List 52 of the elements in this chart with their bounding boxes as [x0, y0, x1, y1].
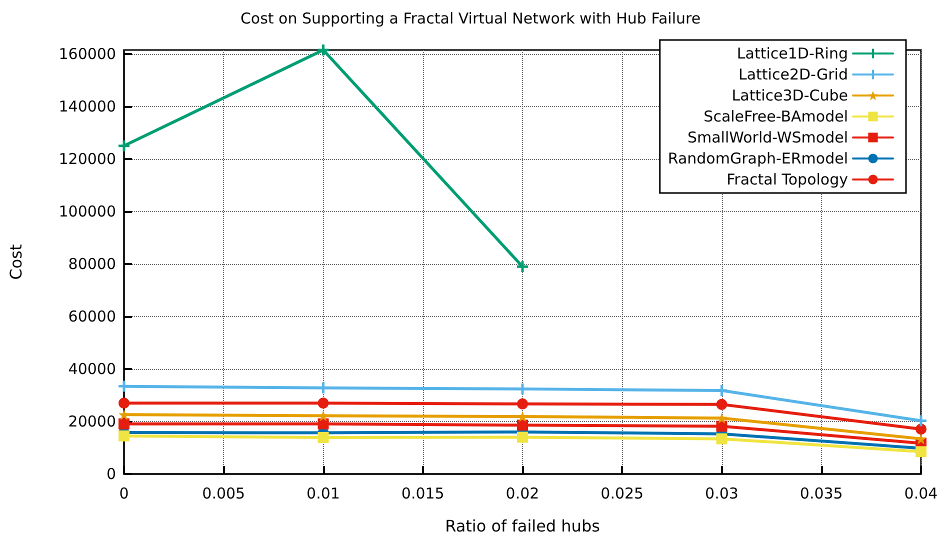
- point: [716, 412, 728, 424]
- legend-label: Lattice3D-Cube: [732, 86, 848, 104]
- point: [118, 418, 130, 430]
- y-tick-label: 60000: [68, 307, 116, 326]
- x-tick-label: 0.04: [904, 484, 938, 502]
- y-tick-label: 160000: [58, 44, 116, 63]
- x-tick-label: 0.02: [506, 484, 540, 502]
- y-tick-label: 80000: [68, 254, 116, 273]
- y-tick-label: 120000: [58, 150, 116, 168]
- y-axis-title: Cost: [6, 244, 26, 280]
- legend-label: SmallWorld-WSmodel: [687, 128, 848, 146]
- point: [516, 260, 530, 274]
- point: [716, 420, 728, 432]
- point: [318, 398, 329, 409]
- point: [118, 398, 130, 409]
- x-tick-label: 0: [119, 484, 129, 502]
- point: [118, 409, 130, 420]
- x-tick-label: 0.025: [600, 484, 644, 502]
- point: [318, 410, 329, 422]
- point: [318, 418, 329, 430]
- legend-label: Fractal Topology: [726, 170, 848, 188]
- point: [117, 139, 131, 153]
- point: [517, 420, 528, 431]
- point: [916, 424, 926, 435]
- x-tick-label: 0.005: [202, 484, 246, 502]
- point: [914, 414, 928, 428]
- point: [118, 430, 130, 442]
- legend-label: ScaleFree-BAmodel: [704, 108, 848, 126]
- point: [517, 398, 528, 410]
- y-tick-label: 0: [106, 465, 116, 483]
- point: [916, 446, 926, 458]
- point: [517, 432, 528, 443]
- y-tick-label: 40000: [68, 360, 116, 378]
- point: [715, 384, 728, 398]
- x-tick-label: 0.01: [306, 484, 340, 502]
- point: [316, 381, 330, 395]
- x-tick-label: 0.015: [401, 484, 444, 502]
- point: [318, 432, 329, 444]
- chart-title: Cost on Supporting a Fractal Virtual Network with Hub Failure: [240, 10, 701, 28]
- x-tick-label: 0.03: [705, 484, 738, 502]
- y-tick-label: 20000: [68, 412, 116, 430]
- point: [516, 382, 530, 396]
- legend-label: Lattice2D-Grid: [738, 66, 848, 84]
- legend-label: Lattice1D-Ring: [736, 44, 848, 62]
- x-tick-label: 0.035: [800, 484, 843, 502]
- point: [316, 43, 330, 57]
- x-axis-title: Ratio of failed hubs: [445, 516, 600, 536]
- point: [716, 398, 728, 410]
- legend-label: RandomGraph-ERmodel: [668, 150, 848, 168]
- point: [716, 433, 728, 444]
- y-tick-label: 100000: [58, 202, 116, 220]
- y-tick-label: 140000: [58, 97, 116, 116]
